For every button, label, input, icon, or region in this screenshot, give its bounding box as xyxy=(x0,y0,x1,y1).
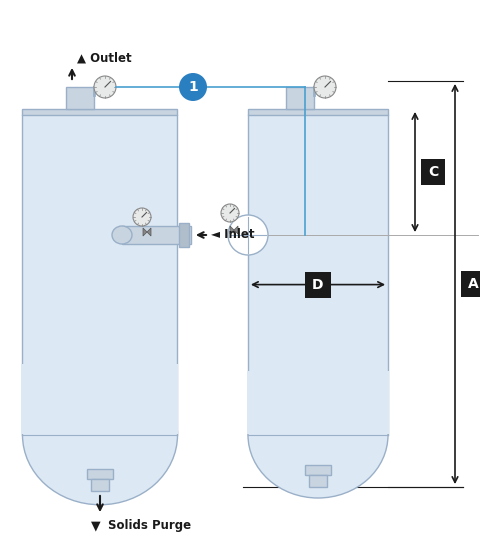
Polygon shape xyxy=(233,226,238,234)
Polygon shape xyxy=(248,109,387,115)
Bar xyxy=(308,475,326,487)
Circle shape xyxy=(228,215,267,255)
Polygon shape xyxy=(286,87,313,109)
Text: ▲ Outlet: ▲ Outlet xyxy=(77,52,132,65)
Text: ▼: ▼ xyxy=(91,519,101,532)
Circle shape xyxy=(94,76,116,98)
Bar xyxy=(179,223,189,247)
Bar xyxy=(304,465,330,475)
Bar xyxy=(460,271,480,297)
Circle shape xyxy=(313,76,336,98)
Polygon shape xyxy=(248,115,387,435)
Polygon shape xyxy=(23,109,177,115)
Polygon shape xyxy=(66,87,94,109)
Text: A: A xyxy=(467,277,478,291)
Polygon shape xyxy=(147,228,151,236)
Text: Solids Purge: Solids Purge xyxy=(108,519,191,532)
Text: C: C xyxy=(427,165,437,179)
Polygon shape xyxy=(23,115,177,435)
Polygon shape xyxy=(229,226,233,234)
Bar xyxy=(87,469,113,479)
Polygon shape xyxy=(22,364,178,434)
Text: D: D xyxy=(312,278,323,291)
Circle shape xyxy=(133,208,151,226)
Ellipse shape xyxy=(112,226,132,244)
Text: 1: 1 xyxy=(188,80,197,94)
Bar xyxy=(304,271,330,297)
Ellipse shape xyxy=(23,365,177,504)
Bar xyxy=(122,226,191,244)
Circle shape xyxy=(179,73,206,101)
Polygon shape xyxy=(247,371,388,434)
Bar xyxy=(420,159,444,185)
Polygon shape xyxy=(143,228,147,236)
Bar xyxy=(91,479,109,491)
Ellipse shape xyxy=(248,372,387,498)
Circle shape xyxy=(220,204,239,222)
Text: ◄ Inlet: ◄ Inlet xyxy=(211,229,254,241)
